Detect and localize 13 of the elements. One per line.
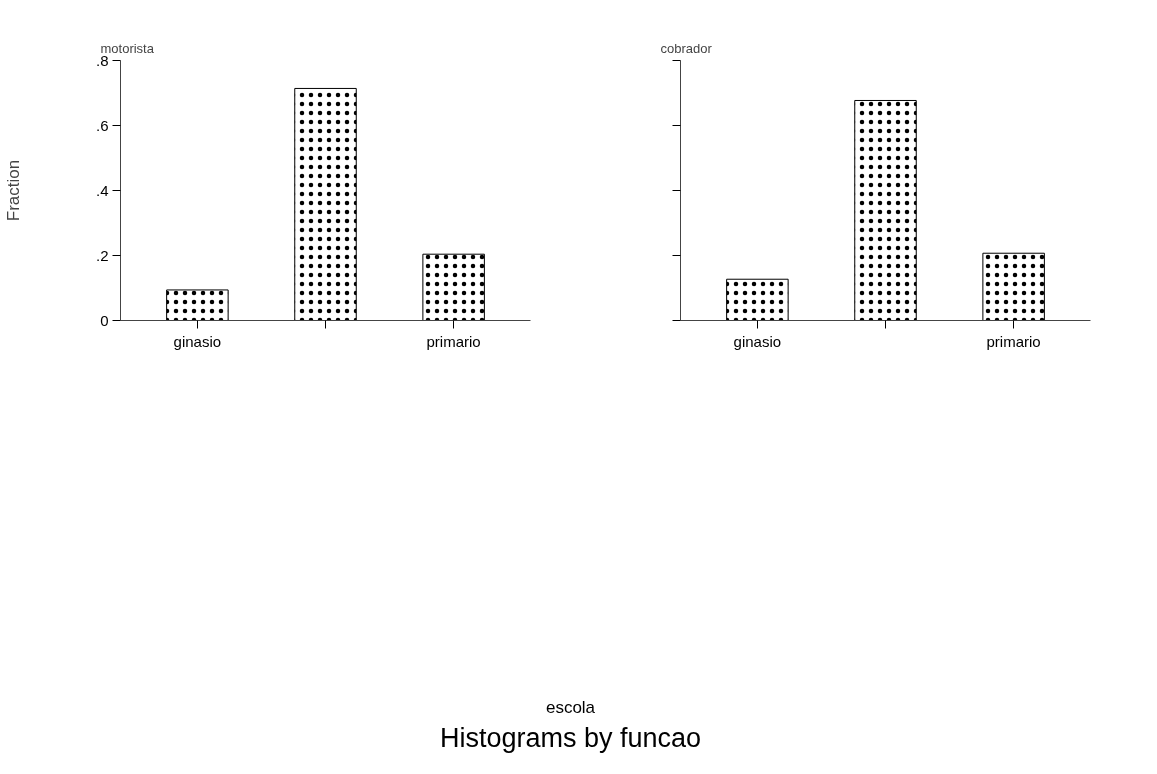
x-tick-label: ginasio — [173, 332, 222, 350]
y-tick-label: .4 — [95, 181, 109, 199]
y-tick-label: .6 — [95, 116, 109, 134]
chart-title: motorista — [100, 40, 155, 56]
y-axis-title: Fraction — [3, 159, 23, 222]
text: Histograms by funcao — [439, 722, 702, 753]
x-tick-label: ginasio — [733, 332, 782, 350]
y-tick-label: .2 — [95, 246, 109, 264]
chart-title: cobrador — [660, 40, 713, 56]
x-tick-label: primario — [426, 332, 481, 350]
x-tick-label: primario — [986, 332, 1041, 350]
x-axis-title: escola — [545, 697, 596, 717]
y-tick-label: 0 — [100, 311, 109, 329]
